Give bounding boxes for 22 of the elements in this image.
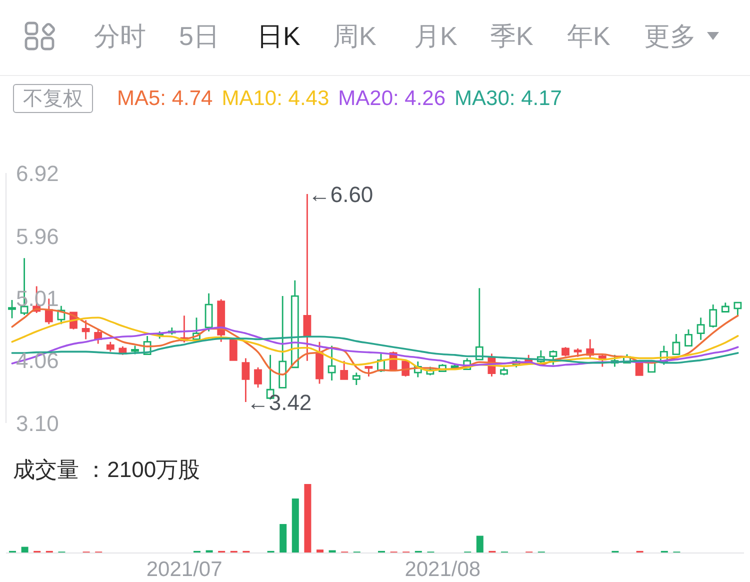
y-tick-label: 5.96 [16, 223, 59, 248]
text: MA5: 4.74 [117, 86, 213, 112]
text: 周K [333, 20, 376, 52]
y-tick-label: 3.10 [16, 410, 59, 436]
annotation: ←6.60 [308, 181, 374, 206]
text: 分时 [94, 20, 146, 52]
text: 季K [490, 20, 534, 52]
text: 5日 [179, 20, 220, 52]
text: 日K [257, 20, 300, 52]
x-tick-label: 2021/07 [146, 558, 222, 581]
text: MA20: 4.26 [338, 86, 446, 112]
chart-title: 成交量 ：2100万股 [13, 457, 200, 482]
text: 更多 [644, 20, 696, 52]
y-tick-label: 4.06 [16, 348, 59, 373]
text: MA10: 4.43 [222, 86, 330, 112]
annotation: ←3.42 [246, 390, 312, 415]
y-tick-label: 6.92 [16, 160, 59, 186]
x-tick-label: 2021/08 [404, 558, 481, 581]
text: 月K [414, 20, 458, 52]
text: 年K [567, 20, 610, 52]
text: MA30: 4.17 [454, 86, 562, 112]
button: 不复权 [13, 84, 93, 113]
